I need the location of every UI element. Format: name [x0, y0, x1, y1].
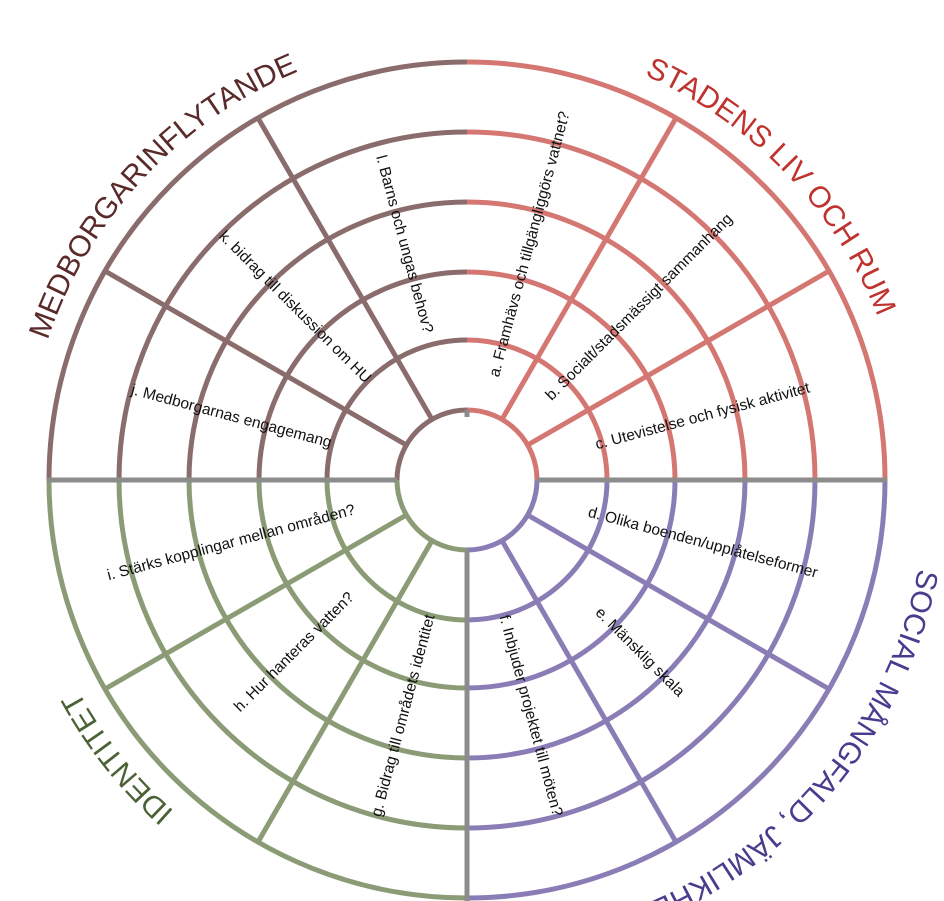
spoke-line-10: [103, 268, 408, 448]
wheel-rings: [46, 59, 888, 901]
social-ring-4: [466, 479, 748, 761]
medborgar-ring-5: [116, 129, 468, 481]
medborgar-ring-1: [394, 407, 468, 481]
identitet-ring-4: [186, 479, 468, 761]
spoke-label-a: a. Framhävs och tillgängliggörs vattnet?: [486, 109, 573, 378]
medborgar-ring-3: [256, 269, 468, 481]
spoke-line-2: [526, 268, 831, 448]
identitet-ring-2: [324, 479, 468, 623]
social-ring-1: [466, 479, 540, 553]
medborgar-ring-4: [186, 199, 468, 481]
stadensLiv-ring-5: [466, 129, 818, 481]
category-title-stadensLiv: STADENS LIV OCH RUM: [641, 51, 901, 319]
medborgar-ring-6: [46, 59, 468, 481]
identitet-ring-3: [256, 479, 468, 691]
stadensLiv-ring-3: [466, 269, 678, 481]
quadrant-dividers: [47, 410, 887, 901]
identitet-ring-1: [394, 479, 468, 553]
spoke-line-4: [526, 512, 831, 692]
spoke-labels: a. Framhävs och tillgängliggörs vattnet?…: [105, 109, 819, 818]
social-ring-3: [466, 479, 678, 691]
spoke-line-8: [103, 512, 408, 692]
spoke-line-1: [499, 116, 679, 421]
spoke-line-7: [255, 539, 435, 844]
stadensLiv-ring-4: [466, 199, 748, 481]
stadensLiv-ring-1: [466, 407, 540, 481]
identitet-ring-5: [116, 479, 468, 831]
stadensLiv-ring-2: [466, 337, 610, 481]
spoke-label-f: f. Inbjuder projektet till möten?: [496, 613, 566, 818]
category-title-text-stadensLiv: STADENS LIV OCH RUM: [641, 51, 901, 319]
spoke-label-i: i. Stärks kopplingar mellan områden?: [105, 501, 357, 584]
wheel-spokes: [103, 116, 831, 844]
spoke-line-11: [255, 116, 435, 421]
social-ring-2: [466, 479, 610, 623]
social-ring-6: [466, 479, 888, 901]
spoke-label-b: b. Socialt/stadsmässigt sammanhang: [542, 210, 736, 404]
stadensLiv-ring-6: [466, 59, 888, 481]
spoke-label-e: e. Mänsklig skala: [592, 604, 688, 700]
spoke-label-g: g. Bidrag till områdets identitet: [368, 612, 439, 818]
spoke-label-l: l. Barns och ungas behov?: [372, 153, 436, 335]
spoke-line-5: [499, 539, 679, 844]
medborgar-ring-2: [324, 337, 468, 481]
social-ring-5: [466, 479, 818, 831]
identitet-ring-6: [46, 479, 468, 901]
spoke-label-j: j. Medborgarnas engagemang: [128, 381, 333, 451]
